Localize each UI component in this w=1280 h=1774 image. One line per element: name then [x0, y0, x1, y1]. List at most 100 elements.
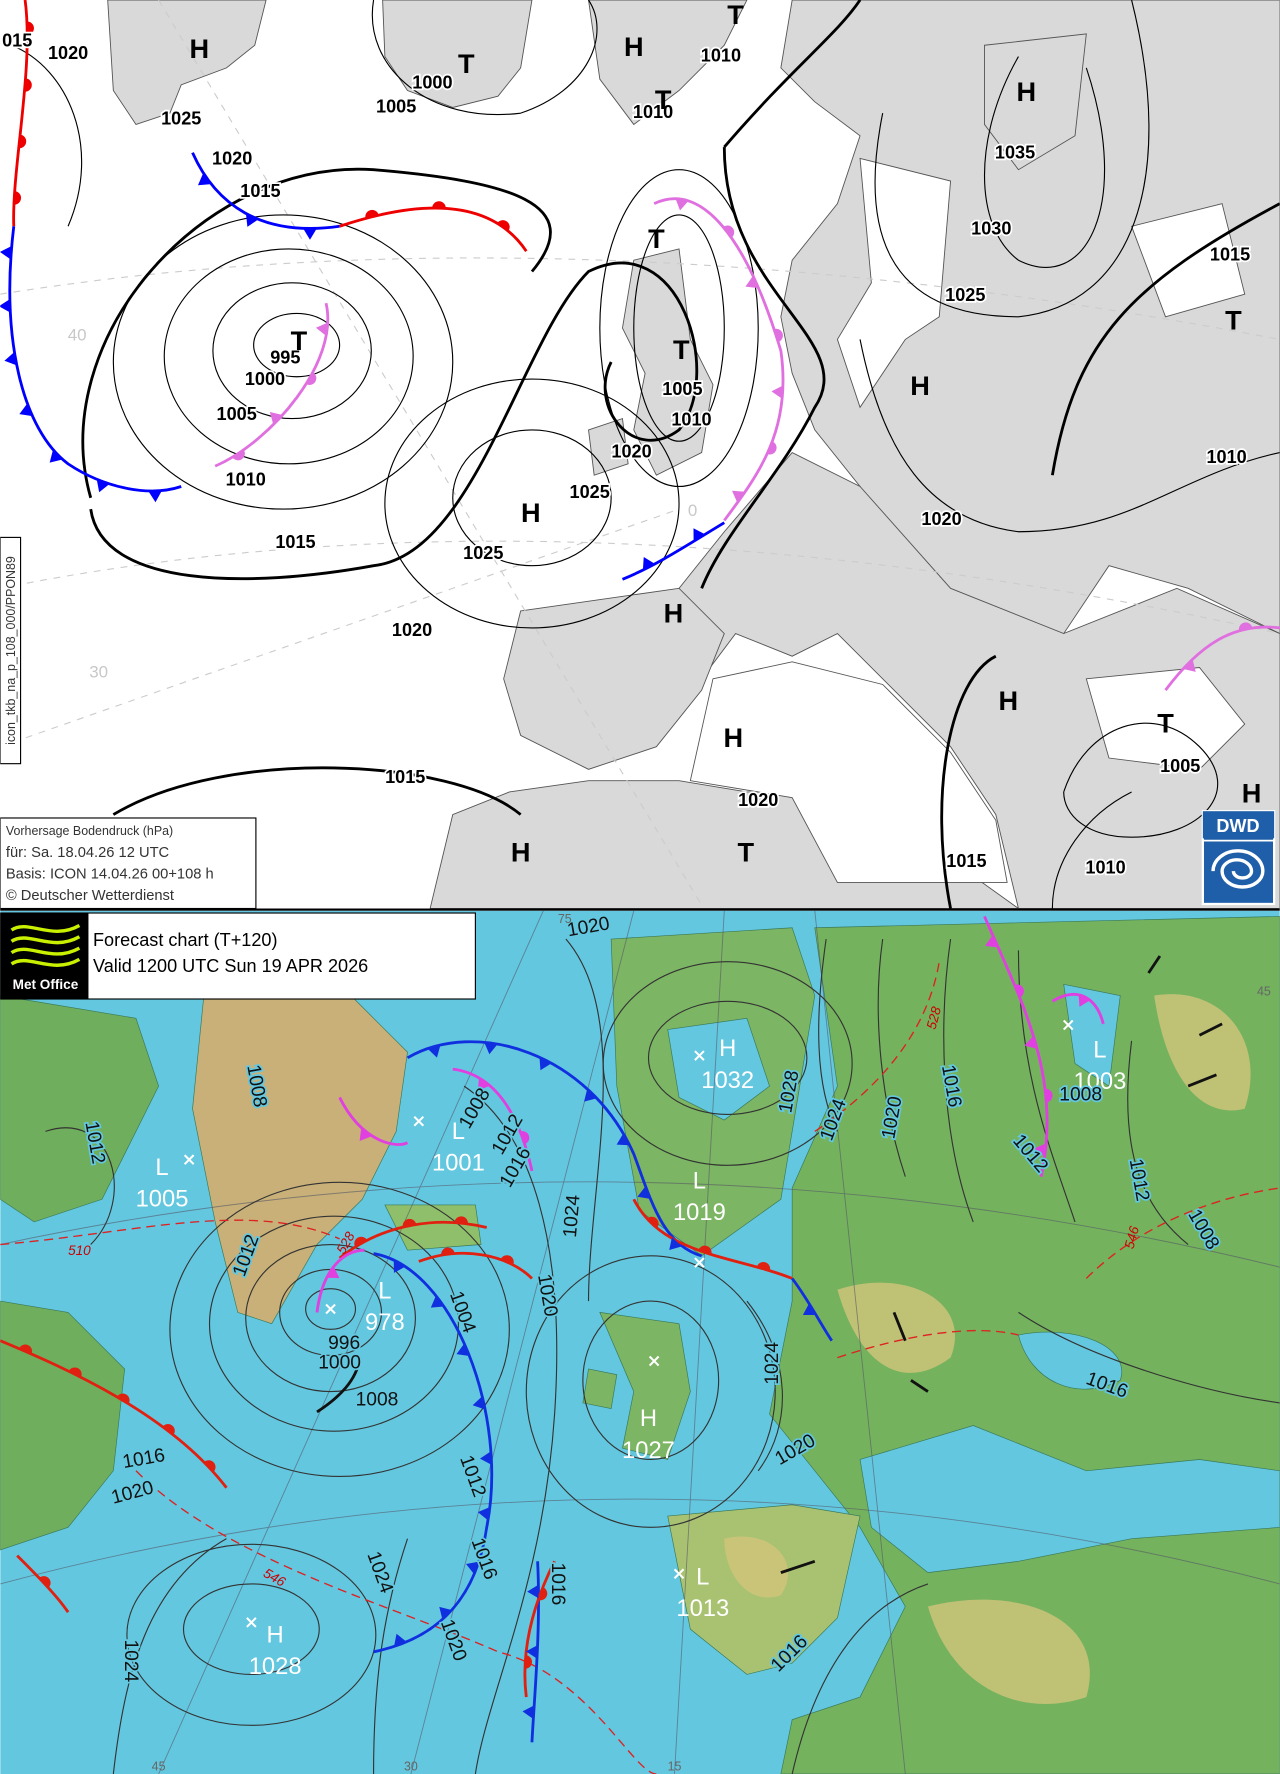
isobar-label: 1030: [971, 218, 1011, 238]
front-semicircle: [39, 1576, 51, 1588]
chart-title: Forecast chart (T+120): [93, 930, 278, 950]
front-triangle: [466, 1561, 480, 1575]
pressure-system: T: [737, 836, 754, 867]
front-semicircle: [68, 1367, 82, 1378]
front-triangle: [484, 1042, 498, 1055]
metoffice-map: L 1005 L 1001 H 1032 L 1019 L 978 H 1027 L 1013 H 1028 L…: [0, 910, 1280, 1774]
front-triangle: [1182, 659, 1196, 672]
front-semicircle: [1045, 1088, 1053, 1103]
front-triangle: [693, 528, 706, 542]
system-type: L: [452, 1118, 465, 1145]
thickness-label: 528: [924, 1005, 944, 1031]
side-label-box: [0, 536, 22, 765]
front-triangle: [539, 1057, 552, 1071]
front-semicircle: [19, 1344, 33, 1355]
isobar-label: 1010: [671, 410, 711, 430]
isobar-label: 1020: [611, 441, 651, 461]
system-pressure: 1019: [673, 1199, 726, 1226]
isobar-label: 1020: [738, 790, 778, 810]
isobar-label: 1025: [161, 109, 201, 129]
isobar-label: 1015: [1210, 244, 1250, 264]
grid-label: 30: [404, 1759, 418, 1773]
front-triangle: [394, 1633, 407, 1647]
inland-sea: [689, 157, 1246, 883]
front-triangle: [985, 935, 999, 948]
front-semicircle: [116, 1393, 130, 1404]
system-type: L: [696, 1564, 709, 1591]
front-semicircle: [646, 1216, 659, 1229]
isobar-label: 1000: [245, 369, 285, 389]
isobar-label: 1015: [385, 767, 425, 787]
front-triangle: [522, 1705, 535, 1719]
system-type: L: [1093, 1036, 1106, 1063]
system-type: L: [378, 1277, 391, 1304]
front-semicircle: [698, 1245, 712, 1255]
front-triangle: [359, 1127, 372, 1141]
pressure-system: T: [291, 325, 308, 356]
isobar-label: 1005: [217, 404, 257, 424]
isobar-label: 1000: [412, 73, 452, 93]
isobar-label: 996: [328, 1333, 360, 1354]
isobar-label: 1015: [275, 532, 315, 552]
centre-marker: [694, 1257, 705, 1268]
front-triangle: [0, 299, 11, 313]
isobar-label: 1020: [392, 620, 432, 640]
front-semicircle: [1238, 622, 1253, 631]
system-type: H: [640, 1405, 657, 1432]
grid-label: 40: [68, 326, 87, 345]
centre-marker: [183, 1154, 195, 1165]
isobar-label: 1025: [570, 482, 610, 502]
front-triangle: [642, 556, 655, 571]
side-label: icon_tkb_na_p_108_000/PPON89: [4, 556, 18, 745]
troughs: [316, 955, 1223, 1574]
system-pressure: 1003: [1073, 1068, 1126, 1095]
graticule: [0, 910, 1280, 1774]
pressure-system: T: [648, 223, 665, 254]
isobar-label: 1005: [1160, 756, 1200, 776]
front-semicircle: [18, 134, 27, 149]
isobar-label: 1015: [946, 851, 986, 871]
legend: Vorhersage Bodendruck (hPa) für: Sa. 18.0…: [6, 824, 214, 904]
pressure-system: T: [727, 0, 744, 30]
front-semicircle: [204, 1460, 216, 1472]
centre-marker: [246, 1617, 257, 1628]
legend-row: © Deutscher Wetterdienst: [6, 888, 174, 904]
system-type: H: [267, 1621, 284, 1648]
front-triangle: [637, 1186, 651, 1199]
system-type: L: [693, 1168, 706, 1195]
front-triangle: [0, 245, 12, 260]
system-pressure: 978: [365, 1309, 405, 1336]
front-semicircle: [402, 1218, 417, 1227]
grid-label: 45: [152, 1759, 166, 1773]
isobars: [11, 0, 1280, 909]
front-triangle: [477, 1506, 490, 1521]
dwd-map: 015 1020 1025 1020 1015 1000 1005 1010 1010 1035 1…: [0, 0, 1280, 909]
thickness-lines: [0, 961, 1280, 1774]
isobar-label: 1020: [48, 43, 88, 63]
front-semicircle: [454, 1216, 468, 1224]
centre-marker: [325, 1303, 336, 1315]
thickness-label: 546: [1122, 1224, 1142, 1250]
front-triangle: [669, 1237, 682, 1251]
isobar-label: 1010: [1206, 447, 1246, 467]
header: Met Office Forecast chart (T+120) Valid …: [0, 912, 476, 1000]
front-triangle: [802, 1303, 817, 1316]
front-triangle: [732, 490, 746, 503]
front-semicircle: [232, 449, 245, 461]
isobar-label: 1025: [945, 285, 985, 305]
inland-sea: [667, 983, 1280, 1573]
front-triangle: [525, 1645, 538, 1659]
system-type: H: [719, 1035, 736, 1062]
fronts: [0, 0, 1280, 691]
front-triangle: [303, 228, 317, 240]
grid-label: 0: [688, 501, 697, 520]
front-triangle: [269, 412, 283, 425]
centre-marker: [673, 1568, 685, 1579]
front-semicircle: [756, 1262, 771, 1271]
front-triangle: [49, 449, 63, 463]
land: [107, 0, 1280, 909]
system-pressure: 1013: [676, 1595, 729, 1622]
grid-label: 75: [558, 912, 572, 926]
system-pressure: 1027: [622, 1437, 675, 1464]
